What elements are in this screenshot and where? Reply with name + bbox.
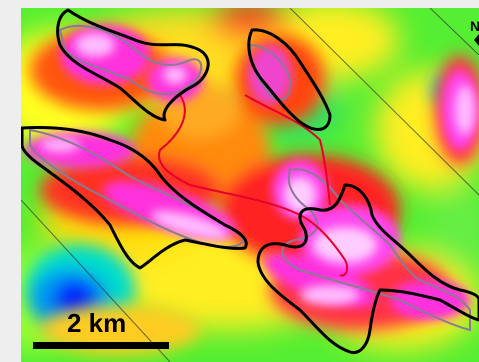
scale-bar-line: [33, 342, 169, 349]
peak-anomaly-zones: [40, 33, 475, 305]
scale-bar: 2 km: [33, 308, 169, 349]
trace-line: [244, 94, 331, 206]
trace-line: [158, 94, 349, 277]
map-frame-left: [0, 0, 21, 362]
north-label: N: [470, 18, 479, 34]
north-arrow-icon: [474, 34, 479, 46]
north-arrow: N: [470, 18, 479, 46]
inner-contours: [29, 25, 471, 332]
scale-bar-label: 2 km: [67, 308, 126, 338]
outer-contours: [21, 8, 479, 355]
lineaments: [21, 8, 479, 362]
map-frame-top: [0, 0, 479, 8]
